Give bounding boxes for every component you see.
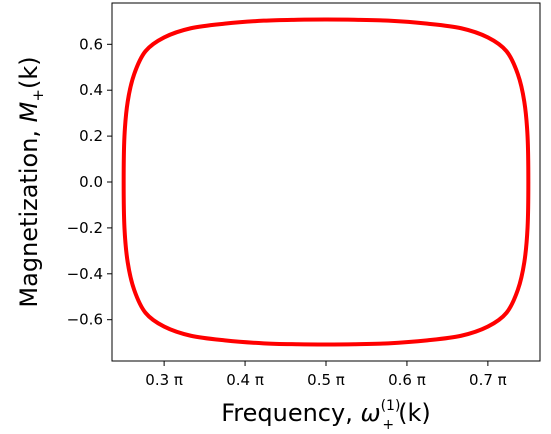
y-axis-label-subscript: + — [29, 89, 47, 102]
plot-frame — [111, 2, 541, 362]
x-axis-label-subscript: + — [382, 417, 394, 433]
y-tick-label: 0.4 — [79, 81, 103, 99]
x-tick-label: 0.5 π — [307, 371, 345, 389]
y-tick-label: −0.2 — [67, 219, 103, 237]
y-axis-label: Magnetization, M+(k) — [15, 56, 47, 307]
y-axis-label-argument: (k) — [15, 56, 43, 89]
x-axis-ticks: 0.3 π 0.4 π 0.5 π 0.6 π 0.7 π — [145, 361, 507, 389]
series-line-0 — [121, 17, 531, 347]
y-tick-label: 0.0 — [79, 173, 103, 191]
series-layer — [121, 17, 531, 347]
x-tick-label: 0.7 π — [469, 371, 507, 389]
x-axis-label: Frequency, ω(1) + (k) — [221, 398, 431, 433]
y-tick-label: 0.6 — [79, 35, 103, 53]
x-tick-label: 0.4 π — [226, 371, 264, 389]
y-axis-ticks: −0.6 −0.4 −0.2 0.0 0.2 0.4 0.6 — [67, 35, 112, 329]
y-axis-label-text: Magnetization, — [15, 122, 43, 307]
x-axis-label-symbol: ω — [360, 399, 380, 427]
y-tick-label: −0.4 — [67, 265, 103, 283]
x-axis-label-argument: (k) — [398, 399, 431, 427]
x-tick-label: 0.3 π — [145, 371, 183, 389]
y-axis-label-symbol: M — [15, 101, 43, 122]
x-tick-label: 0.6 π — [388, 371, 426, 389]
x-axis-label-superscript: (1) — [381, 398, 401, 414]
y-tick-label: −0.6 — [67, 311, 103, 329]
y-tick-label: 0.2 — [79, 127, 103, 145]
x-axis-label-text: Frequency, — [221, 399, 360, 427]
